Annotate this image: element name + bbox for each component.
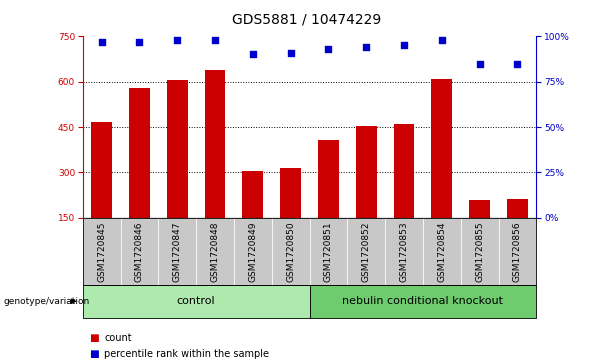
Text: GSM1720851: GSM1720851 <box>324 221 333 282</box>
Point <box>134 39 145 45</box>
Text: GDS5881 / 10474229: GDS5881 / 10474229 <box>232 13 381 27</box>
Point <box>361 44 371 50</box>
Text: GSM1720854: GSM1720854 <box>437 221 446 282</box>
Text: GSM1720849: GSM1720849 <box>248 221 257 282</box>
Text: GSM1720847: GSM1720847 <box>173 221 182 282</box>
Bar <box>470 200 490 263</box>
Point <box>437 37 447 43</box>
Text: count: count <box>104 333 132 343</box>
Text: ■: ■ <box>89 349 99 359</box>
Bar <box>280 168 301 263</box>
Bar <box>91 122 112 263</box>
Text: ■: ■ <box>89 333 99 343</box>
Point <box>210 37 220 43</box>
Bar <box>243 171 263 263</box>
Bar <box>394 124 414 263</box>
Point <box>286 50 295 56</box>
Text: GSM1720855: GSM1720855 <box>475 221 484 282</box>
Text: GSM1720852: GSM1720852 <box>362 221 371 282</box>
Point <box>248 52 257 57</box>
Text: GSM1720846: GSM1720846 <box>135 221 144 282</box>
Text: nebulin conditional knockout: nebulin conditional knockout <box>343 296 503 306</box>
Bar <box>432 79 452 263</box>
Bar <box>205 70 226 263</box>
Bar <box>167 79 188 263</box>
Bar <box>129 88 150 263</box>
Bar <box>356 126 376 263</box>
Text: control: control <box>177 296 216 306</box>
Text: GSM1720845: GSM1720845 <box>97 221 106 282</box>
Bar <box>318 140 339 263</box>
Text: percentile rank within the sample: percentile rank within the sample <box>104 349 269 359</box>
Text: GSM1720850: GSM1720850 <box>286 221 295 282</box>
Point <box>512 61 522 66</box>
Point <box>324 46 333 52</box>
Point <box>97 39 107 45</box>
Bar <box>507 199 528 263</box>
Text: GSM1720853: GSM1720853 <box>400 221 409 282</box>
Text: GSM1720856: GSM1720856 <box>513 221 522 282</box>
Point <box>399 42 409 48</box>
Point <box>172 37 182 43</box>
Text: GSM1720848: GSM1720848 <box>210 221 219 282</box>
Text: genotype/variation: genotype/variation <box>3 297 89 306</box>
Point <box>475 61 485 66</box>
